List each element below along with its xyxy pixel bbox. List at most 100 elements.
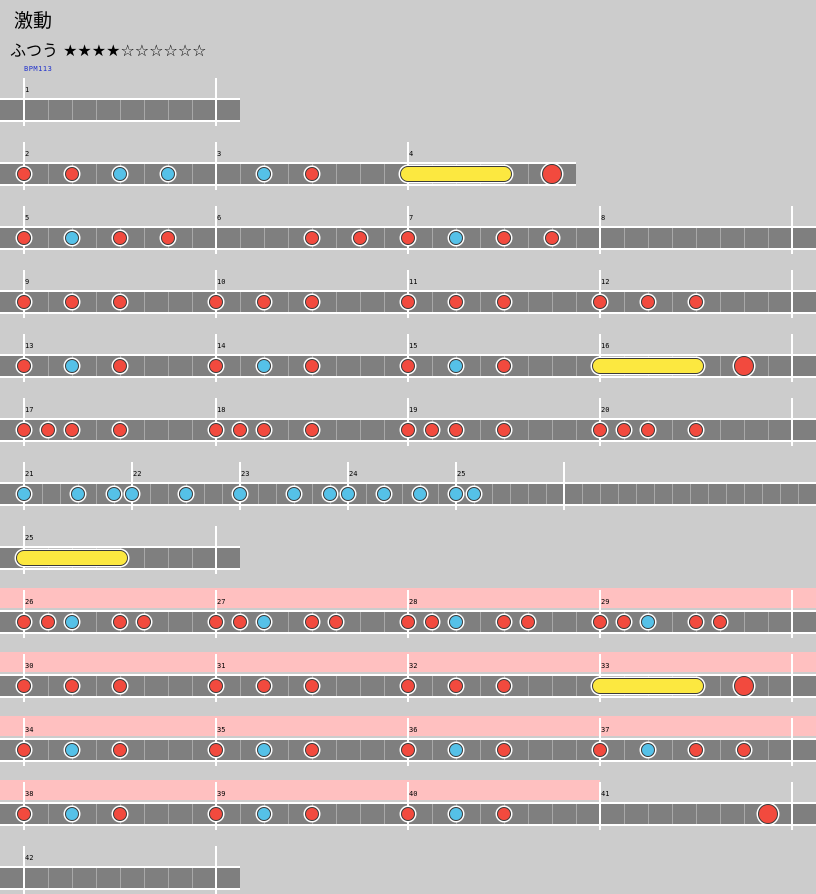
beat-line: [744, 292, 745, 312]
barline: [407, 782, 409, 830]
barline: [791, 270, 793, 318]
barline: [23, 462, 25, 510]
beat-line: [726, 484, 727, 504]
measure-number: 6: [217, 214, 222, 222]
beat-line: [384, 740, 385, 760]
beat-line: [654, 484, 655, 504]
don-note: [401, 807, 415, 821]
measure-number: 42: [25, 854, 34, 862]
barline: [599, 206, 601, 254]
beat-line: [528, 228, 529, 248]
measure-number: 19: [409, 406, 418, 414]
ka-note: [467, 487, 481, 501]
beat-line: [168, 548, 169, 568]
barline: [455, 462, 457, 510]
beat-line: [576, 804, 577, 824]
song-title: 激動: [14, 10, 53, 32]
beat-line: [276, 484, 277, 504]
beat-line: [528, 292, 529, 312]
ka-note: [323, 487, 337, 501]
beat-line: [96, 484, 97, 504]
don-note: [593, 295, 607, 309]
ka-note: [125, 487, 139, 501]
beat-line: [144, 228, 145, 248]
barline: [23, 782, 25, 830]
beat-line: [144, 868, 145, 888]
beat-line: [690, 484, 691, 504]
beat-line: [576, 228, 577, 248]
beat-line: [240, 228, 241, 248]
don-note: [257, 295, 271, 309]
barline: [215, 590, 217, 638]
beat-line: [168, 292, 169, 312]
beat-line: [192, 228, 193, 248]
don-note: [257, 679, 271, 693]
ka-note: [65, 807, 79, 821]
ka-note: [65, 231, 79, 245]
ka-note: [113, 167, 127, 181]
beat-line: [144, 548, 145, 568]
beat-line: [288, 420, 289, 440]
beat-line: [546, 484, 547, 504]
beat-line: [72, 868, 73, 888]
don-note: [305, 359, 319, 373]
don-note: [689, 295, 703, 309]
beat-line: [624, 804, 625, 824]
beat-line: [360, 676, 361, 696]
beat-line: [624, 740, 625, 760]
beat-line: [48, 292, 49, 312]
beat-line: [48, 804, 49, 824]
barline: [23, 206, 25, 254]
beat-line: [384, 164, 385, 184]
don-note: [497, 743, 511, 757]
beat-line: [360, 612, 361, 632]
beat-line: [576, 356, 577, 376]
don-note: [17, 423, 31, 437]
beat-line: [624, 228, 625, 248]
beat-line: [480, 676, 481, 696]
measure-number: 11: [409, 278, 418, 286]
don-note: [305, 231, 319, 245]
beat-line: [288, 740, 289, 760]
beat-line: [696, 228, 697, 248]
ka-note: [413, 487, 427, 501]
ka-note: [449, 487, 463, 501]
beat-line: [480, 740, 481, 760]
beat-line: [192, 164, 193, 184]
beat-line: [48, 676, 49, 696]
don-note: [449, 679, 463, 693]
measure-number: 38: [25, 790, 34, 798]
big-don-note: [734, 356, 754, 376]
don-note: [401, 359, 415, 373]
drumroll-note: [16, 550, 128, 566]
ka-note: [449, 743, 463, 757]
don-note: [689, 615, 703, 629]
ka-note: [641, 615, 655, 629]
measure-number: 20: [601, 406, 610, 414]
beat-line: [744, 484, 745, 504]
beat-line: [96, 804, 97, 824]
don-note: [593, 423, 607, 437]
beat-line: [360, 420, 361, 440]
beat-line: [480, 804, 481, 824]
beat-line: [48, 228, 49, 248]
beat-line: [360, 356, 361, 376]
beat-line: [288, 356, 289, 376]
beat-line: [240, 164, 241, 184]
beat-line: [168, 100, 169, 120]
beat-line: [192, 612, 193, 632]
don-note: [233, 615, 247, 629]
beat-line: [240, 356, 241, 376]
don-note: [113, 807, 127, 821]
beat-line: [96, 100, 97, 120]
don-note: [497, 359, 511, 373]
ka-note: [287, 487, 301, 501]
beat-line: [336, 292, 337, 312]
don-note: [161, 231, 175, 245]
don-note: [17, 359, 31, 373]
measure-number: 14: [217, 342, 226, 350]
don-note: [209, 743, 223, 757]
beat-line: [72, 100, 73, 120]
beat-line: [432, 676, 433, 696]
beat-line: [720, 420, 721, 440]
